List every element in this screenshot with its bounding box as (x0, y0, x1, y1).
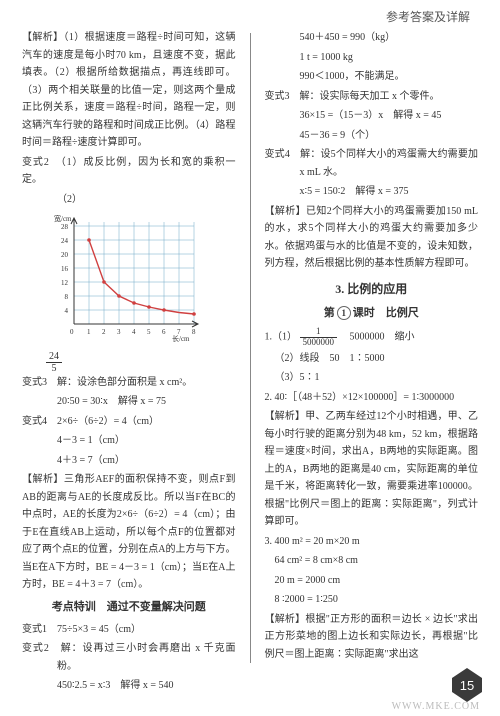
analysis-r3: 【解析】根据"正方形的面积＝边长 × 边长"求出正方形菜地的图上边长和实际边长，… (265, 611, 479, 664)
sub-post: 课时 比例尺 (353, 307, 419, 319)
kd-bx1: 变式1 75÷5×3 = 45（cm） (22, 621, 236, 639)
analysis-1: 【解析】（1）根据速度＝路程÷时间可知，这辆汽车的速度是每小时70 km，且速度… (22, 29, 236, 152)
bx4-line1: 变式4 2×6÷（6÷2）= 4（cm） (22, 413, 236, 431)
frac-den: 5 (46, 363, 62, 374)
q1a-num: 1 (300, 327, 338, 338)
r-line3: 990＜1000，不能满足。 (265, 68, 479, 86)
svg-text:12: 12 (61, 279, 69, 287)
left-column: 【解析】（1）根据速度＝路程÷时间可知，这辆汽车的速度是每小时70 km，且速度… (22, 29, 236, 697)
page-number-text: 15 (460, 678, 474, 693)
circled-1: 1 (337, 306, 351, 320)
r-bx3-line1: 变式3 解：设实际每天加工 x 个零件。 (265, 88, 479, 106)
q1-line1: 1.（1） 1 5000000 5000000 缩小 (265, 327, 479, 348)
svg-text:3: 3 (117, 328, 121, 336)
r-bx3-line3: 45－36 = 9（个） (265, 127, 479, 145)
svg-text:1: 1 (87, 328, 91, 336)
right-column: 540＋450 = 990（kg） 1 t = 1000 kg 990＜1000… (265, 29, 479, 697)
analysis-r2: 【解析】甲、乙两车经过12个小时相遇，甲、乙每小时行驶的距离分别为48 km，5… (265, 408, 479, 531)
svg-text:28: 28 (61, 223, 69, 231)
q1-line2: （2）线段 50 1∶5000 (265, 350, 479, 368)
section-3-title: 3. 比例的应用 (265, 279, 479, 300)
r-bx4-line2: x∶5 = 150∶2 解得 x = 375 (265, 183, 479, 201)
q3-line1: 3. 400 m² = 20 m×20 m (265, 533, 479, 551)
r-bx3-line2: 36×15 =（15－3）x 解得 x = 45 (265, 107, 479, 125)
fraction-24-5: 24 5 (46, 351, 62, 374)
kd-bx2-line2: 450∶2.5 = x∶3 解得 x = 540 (22, 677, 236, 695)
page-number-badge: 15 (448, 666, 486, 704)
q2-line: 2. 40∶［（48＋52）×12×100000］= 1∶3000000 (265, 389, 479, 407)
column-divider (250, 33, 251, 663)
bx4-line3: 4＋3 = 7（cm） (22, 452, 236, 470)
svg-text:4: 4 (132, 328, 136, 336)
analysis-r1: 【解析】已知2个同样大小的鸡蛋需要加150 mL的水，求5个同样大小的鸡蛋大约需… (265, 203, 479, 273)
bx3-line2: 20∶50 = 30∶x 解得 x = 75 (22, 393, 236, 411)
bx2-line1: 变式2 （1）成反比例，因为长和宽的乘积一定。 (22, 154, 236, 189)
q3-line4: 8 ∶2000 = 1∶250 (265, 591, 479, 609)
q1a-den: 5000000 (300, 338, 338, 348)
frac-num: 24 (46, 351, 62, 363)
r-line1: 540＋450 = 990（kg） (265, 29, 479, 47)
bx4-line2: 4－3 = 1（cm） (22, 432, 236, 450)
analysis-2: 【解析】三角形AEF的面积保持不变，则点F到AB的距离与AE的长度成反比。所以当… (22, 471, 236, 594)
bx2-line2: （2） (22, 191, 236, 349)
lesson-1-title: 第1课时 比例尺 (265, 304, 479, 323)
q3-line2: 64 cm² = 8 cm×8 cm (265, 552, 479, 570)
q1a-post: 5000000 缩小 (340, 331, 415, 342)
inverse-graph: 宽/cm 4 8 12 16 20 24 28 0 12 34 56 78 长/… (52, 212, 236, 349)
svg-text:0: 0 (70, 328, 74, 336)
page-header: 参考答案及详解 (0, 0, 500, 29)
q3-line3: 20 m = 2000 cm (265, 572, 479, 590)
q1a-pre: 1.（1） (265, 331, 298, 342)
r-line2: 1 t = 1000 kg (265, 49, 479, 67)
content-columns: 【解析】（1）根据速度＝路程÷时间可知，这辆汽车的速度是每小时70 km，且速度… (0, 29, 500, 697)
kaodian-title: 考点特训 通过不变量解决问题 (22, 598, 236, 617)
svg-text:宽/cm: 宽/cm (54, 214, 72, 223)
svg-text:20: 20 (61, 251, 69, 259)
sub-pre: 第 (324, 307, 335, 319)
svg-text:6: 6 (162, 328, 166, 336)
bx2-label: （2） (57, 194, 82, 205)
svg-text:5: 5 (147, 328, 151, 336)
svg-text:24: 24 (61, 237, 69, 245)
q1a-frac: 1 5000000 (300, 327, 338, 348)
kd-bx2-line1: 变式2 解：设再过三小时会再磨出 x 千克面粉。 (22, 640, 236, 675)
q1-line3: （3）5∶1 (265, 369, 479, 387)
r-bx4-line1: 变式4 解：设5个同样大小的鸡蛋需大约需要加 x mL 水。 (265, 146, 479, 181)
svg-text:4: 4 (65, 307, 69, 315)
svg-text:8: 8 (192, 328, 196, 336)
svg-text:2: 2 (102, 328, 106, 336)
svg-text:8: 8 (65, 293, 69, 301)
bx3-line1: 变式3 解：设涂色部分面积是 x cm²。 (22, 374, 236, 392)
watermark: WWW.MKE.COM (392, 701, 480, 712)
svg-text:16: 16 (61, 265, 69, 273)
svg-text:长/cm: 长/cm (172, 334, 190, 342)
